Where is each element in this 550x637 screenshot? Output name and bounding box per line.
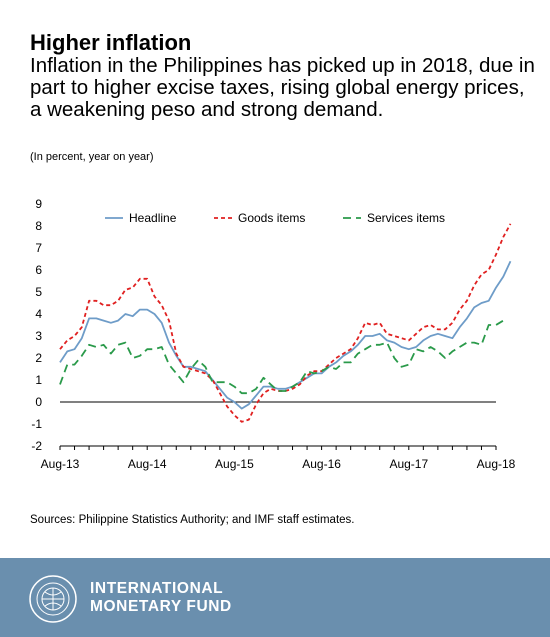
org-name: INTERNATIONAL MONETARY FUND bbox=[90, 580, 232, 616]
x-tick-label: Aug-17 bbox=[389, 457, 428, 471]
y-tick-label: 4 bbox=[35, 307, 42, 321]
source-note: Sources: Philippine Statistics Authority… bbox=[30, 514, 355, 526]
x-axis: Aug-13 Aug-14 Aug-15 Aug-16 Aug-17 Aug-18 bbox=[41, 445, 516, 471]
y-tick-label: 6 bbox=[35, 263, 42, 277]
x-tick-label: Aug-16 bbox=[302, 457, 341, 471]
y-tick-label: 2 bbox=[35, 351, 42, 365]
org-name-line2: MONETARY FUND bbox=[90, 598, 232, 615]
y-axis: -2 -1 0 1 2 3 4 5 6 7 8 9 bbox=[31, 197, 496, 453]
y-tick-label: 5 bbox=[35, 285, 42, 299]
series-line-0 bbox=[59, 260, 512, 410]
x-tick-label: Aug-14 bbox=[128, 457, 167, 471]
y-tick-label: 8 bbox=[35, 219, 42, 233]
y-tick-label: 7 bbox=[35, 241, 42, 255]
x-tick-label: Aug-13 bbox=[41, 457, 80, 471]
series-line-2 bbox=[59, 319, 504, 395]
series-lines bbox=[59, 223, 512, 423]
y-tick-label: 9 bbox=[35, 197, 42, 211]
legend: Headline Goods items Services items bbox=[105, 211, 445, 225]
y-tick-label: 3 bbox=[35, 329, 42, 343]
series-line-1 bbox=[59, 223, 512, 423]
chart-subtitle: Inflation in the Philippines has picked … bbox=[30, 54, 535, 121]
y-tick-label: 1 bbox=[35, 373, 42, 387]
y-tick-label: -1 bbox=[31, 417, 42, 431]
imf-seal-icon bbox=[29, 575, 77, 623]
legend-label-2: Services items bbox=[367, 211, 445, 225]
legend-label-1: Goods items bbox=[238, 211, 305, 225]
legend-label-0: Headline bbox=[129, 211, 177, 225]
units-note: (In percent, year on year) bbox=[30, 151, 154, 163]
org-name-line1: INTERNATIONAL bbox=[90, 580, 224, 597]
y-tick-label: -2 bbox=[31, 439, 42, 453]
y-tick-label: 0 bbox=[35, 395, 42, 409]
x-tick-label: Aug-18 bbox=[477, 457, 516, 471]
footer-banner: INTERNATIONAL MONETARY FUND bbox=[0, 558, 550, 637]
x-tick-label: Aug-15 bbox=[215, 457, 254, 471]
chart-title: Higher inflation bbox=[30, 30, 192, 55]
